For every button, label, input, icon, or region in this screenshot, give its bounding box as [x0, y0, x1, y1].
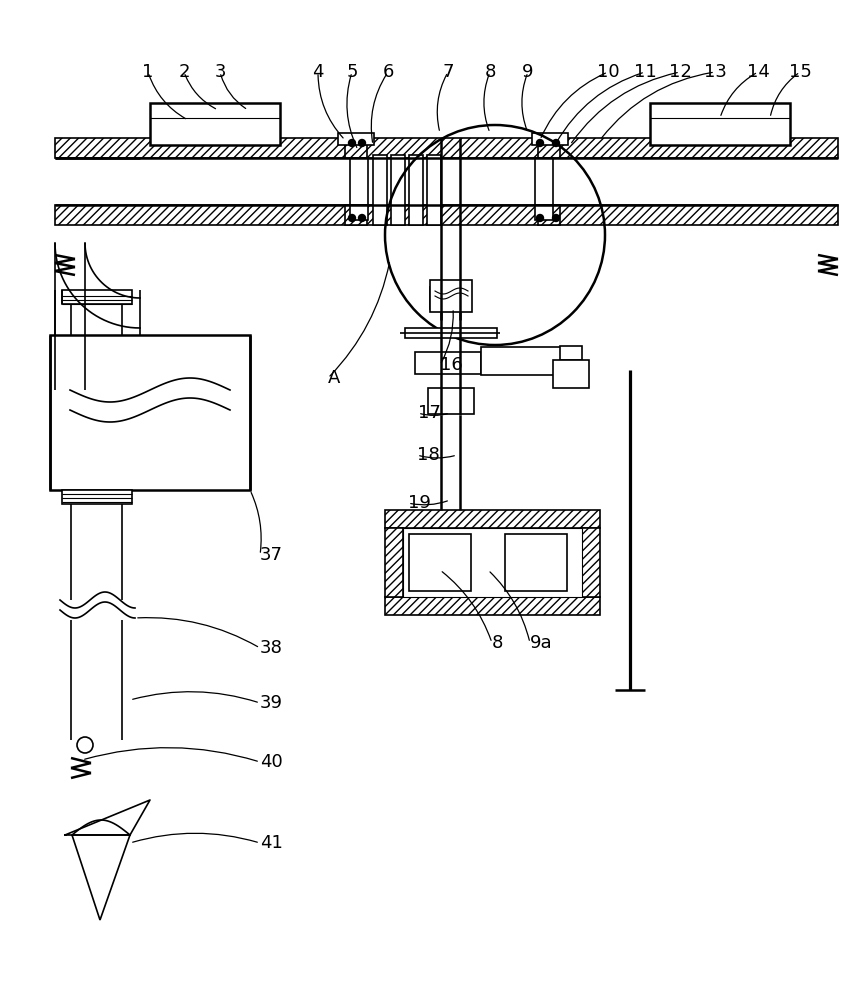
Text: 1: 1 [142, 63, 154, 81]
Bar [62, 490, 132, 504]
Bar [415, 352, 481, 374]
Bar [409, 534, 471, 591]
Bar [459, 393, 471, 411]
Text: A: A [328, 369, 340, 387]
Text: 19: 19 [408, 494, 431, 512]
Bar [62, 290, 132, 304]
Circle shape [358, 139, 365, 146]
Bar [409, 155, 423, 225]
Bar [582, 528, 600, 597]
Bar [430, 280, 472, 312]
Text: 37: 37 [260, 546, 283, 564]
Bar [427, 155, 441, 225]
Text: 9a: 9a [530, 634, 553, 652]
Bar [350, 158, 368, 205]
Bar [428, 388, 474, 414]
Bar [345, 205, 367, 225]
Polygon shape [72, 835, 130, 920]
Text: 13: 13 [704, 63, 727, 81]
Bar [535, 158, 553, 205]
Bar [50, 335, 250, 490]
Bar [405, 328, 497, 338]
Bar [430, 393, 442, 411]
Bar [560, 346, 582, 360]
Text: 6: 6 [382, 63, 394, 81]
Bar [553, 360, 589, 388]
Bar [538, 138, 560, 158]
Text: 40: 40 [260, 753, 283, 771]
Bar [532, 133, 568, 145]
Bar [385, 510, 600, 528]
Text: 9: 9 [523, 63, 534, 81]
Text: 12: 12 [668, 63, 692, 81]
Text: 17: 17 [418, 404, 441, 422]
Text: 38: 38 [260, 639, 283, 657]
Text: 18: 18 [417, 446, 440, 464]
Text: 8: 8 [492, 634, 503, 652]
Text: 10: 10 [596, 63, 619, 81]
Bar [385, 597, 600, 615]
Bar [55, 138, 838, 158]
Bar [430, 287, 442, 309]
Text: 3: 3 [214, 63, 226, 81]
Bar [373, 155, 387, 225]
Circle shape [358, 215, 365, 222]
Bar [338, 133, 374, 145]
Bar [481, 347, 576, 375]
Bar [391, 155, 405, 225]
Bar [650, 103, 790, 145]
Bar [459, 287, 471, 309]
Text: 5: 5 [346, 63, 358, 81]
Bar [345, 138, 367, 158]
Text: 41: 41 [260, 834, 283, 852]
Bar [150, 103, 280, 145]
Text: 16: 16 [440, 356, 463, 374]
Text: 4: 4 [312, 63, 324, 81]
Text: 8: 8 [484, 63, 496, 81]
Text: 2: 2 [178, 63, 190, 81]
Text: 7: 7 [443, 63, 454, 81]
Text: 14: 14 [746, 63, 769, 81]
Circle shape [348, 215, 356, 222]
Text: 15: 15 [788, 63, 812, 81]
Circle shape [553, 139, 560, 146]
Circle shape [553, 215, 560, 222]
Bar [403, 528, 582, 597]
Bar [505, 534, 567, 591]
Bar [350, 205, 368, 220]
Circle shape [536, 215, 543, 222]
Circle shape [348, 139, 356, 146]
Text: 39: 39 [260, 694, 283, 712]
Bar [535, 205, 553, 220]
Bar [385, 528, 403, 597]
Text: 11: 11 [634, 63, 656, 81]
Bar [55, 205, 838, 225]
Bar [538, 205, 560, 225]
Circle shape [536, 139, 543, 146]
